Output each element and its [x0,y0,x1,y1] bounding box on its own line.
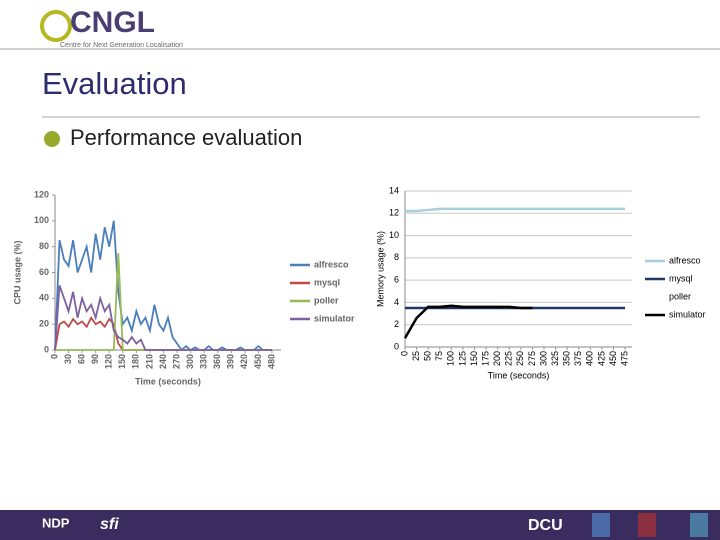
legend-label: simulator [669,309,706,319]
y-axis-title: CPU usage (%) [12,240,22,304]
x-tick-label: 450 [253,354,263,369]
y-axis-title: Memory usage (%) [375,231,385,307]
x-tick-label: 150 [469,351,479,366]
x-tick-label: 325 [550,351,560,366]
x-tick-label: 420 [239,354,249,369]
legend-label: poller [669,291,691,301]
x-tick-label: 100 [446,351,456,366]
x-tick-label: 330 [199,354,209,369]
legend-label: simulator [314,313,355,323]
footer-logo: DCU [528,517,563,534]
x-tick-label: 175 [480,351,490,366]
x-tick-label: 0 [399,351,409,356]
header-rule [0,48,720,50]
x-tick-label: 90 [90,354,100,364]
x-tick-label: 30 [63,354,73,364]
series-line [54,285,272,351]
y-tick-label: 60 [39,267,49,277]
legend-label: mysql [314,277,340,287]
y-tick-label: 40 [39,293,49,303]
x-tick-label: 450 [608,351,618,366]
x-tick-label: 270 [171,354,181,369]
x-tick-label: 225 [504,351,514,366]
x-tick-label: 375 [573,351,583,366]
y-tick-label: 6 [394,275,399,285]
legend-label: mysql [669,273,693,283]
x-tick-label: 300 [185,354,195,369]
x-tick-label: 480 [266,354,276,369]
x-axis-title: Time (seconds) [488,370,550,380]
x-tick-label: 60 [76,354,86,364]
y-tick-label: 100 [34,215,49,225]
x-tick-label: 150 [117,354,127,369]
y-tick-label: 2 [394,319,399,329]
x-tick-label: 200 [492,351,502,366]
x-tick-label: 0 [49,354,59,359]
slide-title: Evaluation [42,66,187,101]
x-tick-label: 240 [158,354,168,369]
x-tick-label: 300 [538,351,548,366]
x-tick-label: 475 [619,351,629,366]
x-tick-label: 210 [144,354,154,369]
series-line [405,207,626,213]
footer-crest [690,513,708,537]
x-tick-label: 180 [131,354,141,369]
logo-mark [40,10,72,42]
x-tick-label: 390 [226,354,236,369]
y-tick-label: 0 [44,344,49,354]
y-tick-label: 0 [394,341,399,351]
bullet-dot [44,131,60,147]
footer-logo: sfi [100,516,119,533]
footer-crest [592,513,610,537]
footer-crest [638,513,656,537]
x-tick-label: 25 [411,351,421,361]
x-axis-title: Time (seconds) [135,376,201,386]
y-tick-label: 8 [394,252,399,262]
x-tick-label: 125 [457,351,467,366]
y-tick-label: 12 [389,208,399,218]
y-tick-label: 4 [394,297,399,307]
y-tick-label: 10 [389,230,399,240]
y-tick-label: 14 [389,185,399,195]
footer-logo: NDP [42,515,70,530]
x-tick-label: 425 [596,351,606,366]
x-tick-label: 360 [212,354,222,369]
logo-text: CNGL [70,6,155,39]
y-tick-label: 20 [39,319,49,329]
logo-subtitle: Centre for Next Generation Localisation [60,42,183,49]
series-line [403,304,533,339]
legend-label: poller [314,295,339,305]
x-tick-label: 75 [434,351,444,361]
y-tick-label: 80 [39,241,49,251]
x-tick-label: 120 [104,354,114,369]
legend-label: alfresco [314,259,349,269]
x-tick-label: 400 [585,351,595,366]
x-tick-label: 350 [562,351,572,366]
x-tick-label: 50 [423,351,433,361]
legend-label: alfresco [669,255,701,265]
bullet-text: Performance evaluation [70,125,302,150]
y-tick-label: 120 [34,189,49,199]
x-tick-label: 250 [515,351,525,366]
x-tick-label: 275 [527,351,537,366]
